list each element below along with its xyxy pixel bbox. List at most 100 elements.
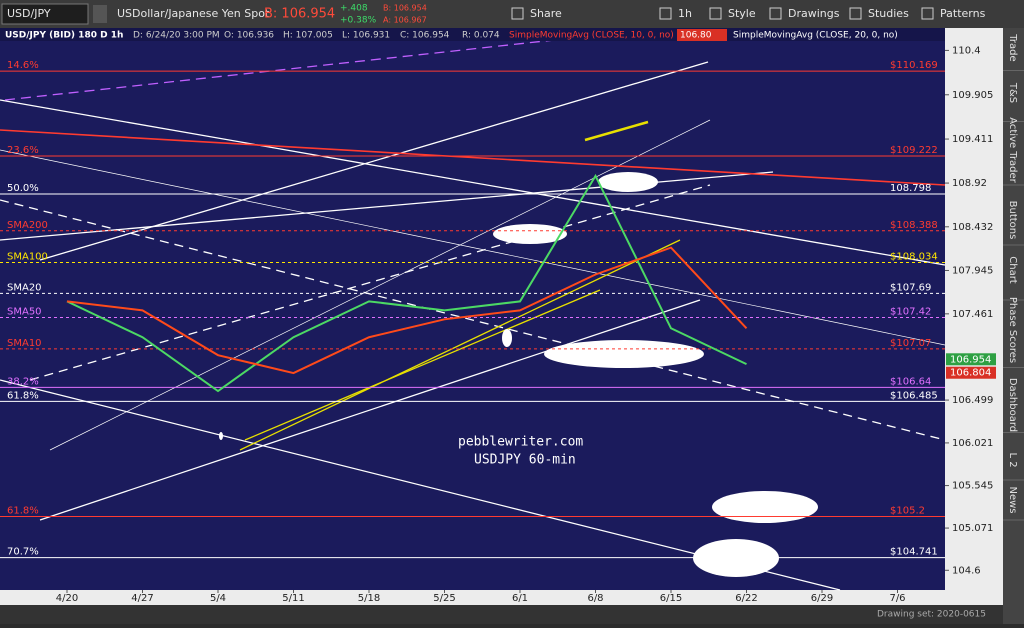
side-tab[interactable]: L 2 (1007, 452, 1018, 467)
level-price: $106.485 (890, 390, 938, 401)
study-value-box (677, 29, 727, 41)
y-tick-label: 110.4 (952, 45, 981, 56)
bid: B: 106.954 (264, 7, 335, 22)
level-price: $110.169 (890, 60, 938, 71)
toolbar-button[interactable]: 1h (678, 7, 692, 20)
description: USDollar/Japanese Yen Spot (117, 7, 270, 20)
level-label: 61.8% (7, 506, 39, 517)
x-tick-label: 6/15 (660, 593, 682, 604)
ohlc: L: 106.931 (342, 31, 390, 41)
annotation: USDJPY 60-min (474, 453, 576, 468)
y-tick-label: 104.6 (952, 565, 981, 576)
last-price-box (946, 366, 996, 379)
level-price: $105.2 (890, 506, 925, 517)
last-price: 106.804 (950, 368, 991, 379)
x-tick-label: 5/4 (210, 593, 226, 604)
level-price: $108.388 (890, 220, 938, 231)
study-value: 106.80 (680, 31, 712, 41)
annotation: pebblewriter.com (458, 435, 583, 450)
level-price: $108.034 (890, 251, 938, 262)
x-tick-label: 6/29 (811, 593, 833, 604)
level-label: 61.8% (7, 390, 39, 401)
change: +.408 (340, 4, 368, 14)
symbol: USD/JPY (7, 7, 51, 20)
bid-small: B: 106.954 (383, 4, 427, 13)
level-price: 108.798 (890, 183, 931, 194)
toolbar-icon[interactable] (849, 7, 862, 20)
level-price: $107.07 (890, 338, 931, 349)
y-tick-label: 108.432 (952, 222, 993, 233)
trend-lines (0, 34, 946, 591)
change-pct: +0.38% (340, 16, 377, 26)
last-price-box (946, 353, 996, 366)
ohlc: R: 0.074 (462, 31, 500, 41)
y-tick-label: 106.021 (952, 438, 993, 449)
side-tab[interactable]: Dashboard (1007, 378, 1018, 432)
instrument: USD/JPY (BID) 180 D 1h (5, 31, 123, 41)
level-label: 70.7% (7, 547, 39, 558)
symbol-box[interactable] (1, 3, 89, 25)
level-price: $106.64 (890, 376, 931, 387)
side-tabs (1003, 28, 1024, 624)
side-tab[interactable]: News (1007, 486, 1018, 513)
level-price: $109.222 (890, 145, 938, 156)
x-tick-label: 4/27 (131, 593, 153, 604)
x-tick-label: 6/22 (735, 593, 757, 604)
level-label: 38.2% (7, 376, 39, 387)
level-label: 23.6% (7, 145, 39, 156)
drawing-set[interactable]: Drawing set: 2020-0615 (877, 610, 986, 620)
y-tick-label: 105.545 (952, 481, 993, 492)
price-line (66, 173, 747, 393)
side-tab[interactable]: Active Trader (1007, 117, 1018, 183)
price-axis (945, 28, 1003, 605)
toolbar-button[interactable]: Style (728, 7, 756, 20)
study-label: SimpleMovingAvg (CLOSE, 10, 0, no) (509, 31, 674, 41)
level-price: $107.69 (890, 282, 931, 293)
level-label: 50.0% (7, 183, 39, 194)
x-tick-label: 6/1 (512, 593, 528, 604)
toolbar-icon[interactable] (921, 7, 934, 20)
side-tab[interactable]: Buttons (1007, 201, 1018, 240)
side-tab[interactable]: Trade (1007, 33, 1018, 61)
ohlc: H: 107.005 (283, 31, 333, 41)
x-tick-label: 4/20 (56, 593, 78, 604)
level-price: $104.741 (890, 547, 938, 558)
x-tick-label: 5/25 (433, 593, 455, 604)
x-tick-label: 7/6 (889, 593, 905, 604)
ask-small: A: 106.967 (383, 16, 427, 25)
last-price: 106.954 (950, 354, 991, 365)
level-label: SMA100 (7, 251, 48, 262)
icon[interactable] (93, 5, 107, 23)
y-tick-label: 107.461 (952, 309, 993, 320)
ohlc: D: 6/24/20 3:00 PM (133, 31, 220, 41)
x-tick-label: 5/18 (358, 593, 380, 604)
level-label: SMA200 (7, 220, 48, 231)
y-tick-label: 109.411 (952, 134, 993, 145)
study-label: SimpleMovingAvg (CLOSE, 20, 0, no) (733, 31, 898, 41)
level-label: SMA10 (7, 338, 42, 349)
highlight-ovals (219, 172, 818, 577)
y-tick-label: 108.92 (952, 178, 987, 189)
toolbar-button[interactable]: Studies (868, 7, 909, 20)
side-tab[interactable]: T&S (1007, 82, 1018, 103)
side-tab[interactable]: Chart (1007, 256, 1018, 284)
toolbar-icon[interactable] (511, 7, 524, 20)
toolbar-icon[interactable] (709, 7, 722, 20)
price-line (66, 246, 748, 375)
time-axis (0, 590, 945, 605)
toolbar-button[interactable]: Share (530, 7, 562, 20)
toolbar-icon[interactable] (769, 7, 782, 20)
level-label: SMA20 (7, 282, 42, 293)
toolbar-button[interactable]: Patterns (940, 7, 986, 20)
toolbar-icon[interactable] (659, 7, 672, 20)
side-tab[interactable]: Phase Scores (1007, 297, 1018, 363)
toolbar-button[interactable]: Drawings (788, 7, 840, 20)
y-tick-label: 106.499 (952, 395, 993, 406)
level-price: $107.42 (890, 307, 931, 318)
x-tick-label: 5/11 (282, 593, 304, 604)
ohlc: O: 106.936 (224, 31, 274, 41)
y-tick-label: 105.071 (952, 523, 993, 534)
status-bar (0, 605, 1003, 624)
